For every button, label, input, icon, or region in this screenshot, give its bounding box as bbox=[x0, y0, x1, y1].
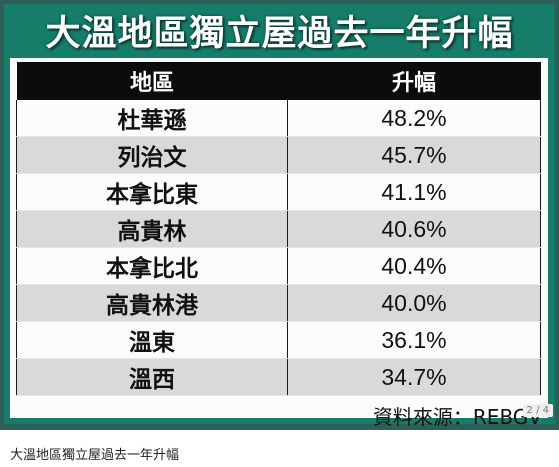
source-credit: 資料來源：REBGV bbox=[372, 405, 542, 429]
price-increase-table: 地區 升幅 杜華遜 48.2% 列治文 45.7% 本拿比東 4 bbox=[16, 62, 541, 396]
header-area: 地區 bbox=[16, 62, 288, 100]
area-cell: 本拿比東 bbox=[16, 173, 288, 211]
image-caption: 大溫地區獨立屋過去一年升幅 bbox=[10, 448, 180, 463]
page-indicator: 2 / 4 bbox=[522, 404, 553, 417]
increase-cell: 36.1% bbox=[287, 321, 541, 359]
table-row: 溫東 36.1% bbox=[16, 321, 541, 359]
table-header-row: 地區 升幅 bbox=[16, 62, 541, 100]
area-cell: 列治文 bbox=[16, 136, 288, 174]
area-cell: 高貴林港 bbox=[16, 284, 288, 322]
infographic-frame: 大溫地區獨立屋過去一年升幅 地區 升幅 杜華遜 48.2% 列治文 bbox=[4, 4, 555, 429]
area-cell: 溫東 bbox=[16, 321, 288, 359]
area-cell: 溫西 bbox=[16, 358, 288, 396]
increase-cell: 48.2% bbox=[287, 100, 541, 137]
increase-cell: 34.7% bbox=[287, 358, 541, 396]
table-row: 高貴林 40.6% bbox=[16, 210, 541, 248]
table-row: 溫西 34.7% bbox=[16, 358, 541, 396]
area-cell: 杜華遜 bbox=[16, 100, 288, 137]
table-row: 高貴林港 40.0% bbox=[16, 284, 541, 322]
infographic-title: 大溫地區獨立屋過去一年升幅 bbox=[45, 13, 514, 54]
table-row: 列治文 45.7% bbox=[16, 136, 541, 174]
header-increase: 升幅 bbox=[287, 62, 541, 100]
table-row: 本拿比東 41.1% bbox=[16, 173, 541, 211]
increase-cell: 40.4% bbox=[287, 247, 541, 285]
increase-cell: 41.1% bbox=[287, 173, 541, 211]
table-row: 杜華遜 48.2% bbox=[16, 100, 541, 137]
area-cell: 本拿比北 bbox=[16, 247, 288, 285]
table-row: 本拿比北 40.4% bbox=[16, 247, 541, 285]
increase-cell: 40.6% bbox=[287, 210, 541, 248]
area-cell: 高貴林 bbox=[16, 210, 288, 248]
increase-cell: 45.7% bbox=[287, 136, 541, 174]
image-viewer[interactable]: 大溫地區獨立屋過去一年升幅 地區 升幅 杜華遜 48.2% 列治文 bbox=[0, 0, 559, 430]
table-card: 地區 升幅 杜華遜 48.2% 列治文 45.7% 本拿比東 4 bbox=[10, 58, 548, 429]
increase-cell: 40.0% bbox=[287, 284, 541, 322]
